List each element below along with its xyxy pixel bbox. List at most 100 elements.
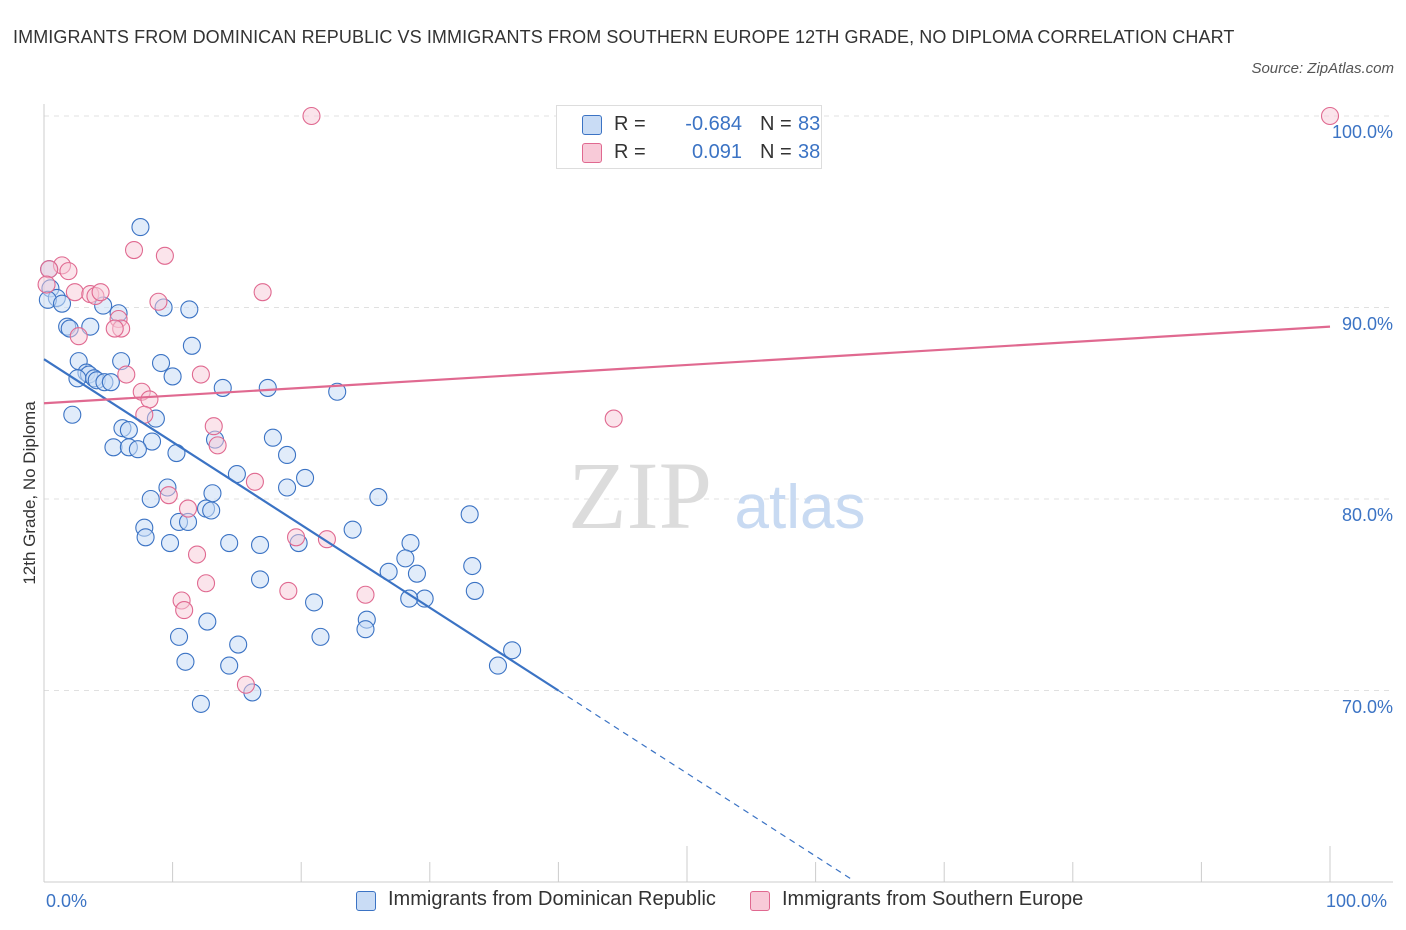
data-point-southern-europe (91, 283, 110, 302)
correlation-legend: R = -0.684 N = 83 R = 0.091 N = 38 (556, 105, 822, 169)
data-point-dominican (63, 405, 82, 424)
data-point-dominican (136, 528, 155, 547)
y-tick-label: 80.0% (1341, 505, 1393, 525)
data-point-dominican (142, 432, 162, 451)
data-point-dominican (278, 445, 297, 465)
data-point-dominican (460, 505, 479, 524)
data-point-dominican (503, 641, 522, 660)
data-point-dominican (343, 520, 362, 539)
data-point-dominican (169, 627, 189, 646)
axes (43, 104, 1393, 883)
data-point-dominican (203, 484, 222, 503)
trend-lines (43, 325, 1331, 882)
data-point-dominican (101, 373, 120, 392)
legend-r-value: 0.091 (691, 141, 742, 163)
data-point-southern-europe (208, 436, 227, 455)
y-tick-label: 70.0% (1341, 696, 1393, 717)
data-point-dominican (182, 336, 201, 355)
legend-r-value: -0.684 (685, 113, 742, 135)
data-point-dominican (488, 656, 508, 675)
data-point-dominican (305, 593, 324, 612)
data-point-dominican (407, 564, 426, 583)
chart-source: Source: ZipAtlas.com (1251, 60, 1394, 77)
data-point-dominican (128, 440, 147, 459)
bottom-legend-label: Immigrants from Dominican Republic (388, 888, 716, 910)
data-point-dominican (104, 438, 123, 457)
series-dominican-points (38, 218, 522, 713)
data-point-dominican (81, 317, 100, 336)
data-point-southern-europe (604, 409, 623, 428)
data-point-dominican (141, 489, 160, 509)
trend-line-dominican (43, 358, 559, 692)
data-point-dominican (328, 382, 347, 401)
data-point-dominican (119, 421, 138, 440)
data-point-dominican (163, 367, 182, 386)
data-point-southern-europe (105, 319, 124, 338)
series-southern-europe-points (37, 106, 1340, 694)
chart-title: IMMIGRANTS FROM DOMINICAN REPUBLIC VS IM… (13, 27, 1235, 47)
legend-n-label: N = (760, 141, 792, 163)
bottom-legend-label: Immigrants from Southern Europe (782, 888, 1084, 910)
data-point-dominican (220, 533, 239, 553)
data-point-dominican (396, 549, 415, 568)
data-point-southern-europe (140, 390, 159, 409)
data-point-southern-europe (65, 283, 84, 302)
data-point-southern-europe (279, 581, 298, 600)
data-point-dominican (278, 478, 297, 497)
data-point-southern-europe (155, 246, 174, 265)
data-point-dominican (229, 635, 248, 654)
data-point-dominican (180, 300, 199, 319)
grid-lines (44, 115, 1393, 691)
data-point-dominican (202, 501, 221, 520)
data-point-southern-europe (253, 283, 272, 302)
watermark-atlas: atlas (735, 473, 866, 542)
y-axis-label: 12th Grade, No Diploma (20, 401, 39, 585)
data-point-dominican (463, 556, 482, 576)
bottom-legend-swatch-pink (750, 891, 770, 911)
data-point-dominican (356, 620, 375, 639)
data-point-southern-europe (69, 327, 88, 346)
data-point-dominican (160, 533, 180, 553)
x-tick-label-max: 100.0% (1326, 891, 1388, 911)
legend-swatch-pink (582, 143, 602, 163)
legend-n-value: 83 (798, 113, 821, 135)
data-point-dominican (176, 652, 195, 671)
data-point-dominican (191, 694, 210, 713)
data-point-southern-europe (236, 675, 255, 694)
data-point-dominican (198, 612, 217, 631)
data-point-southern-europe (117, 365, 136, 384)
data-point-southern-europe (40, 260, 59, 279)
data-point-dominican (311, 627, 330, 646)
data-point-dominican (250, 570, 270, 589)
data-point-dominican (151, 353, 171, 373)
data-point-southern-europe (178, 499, 198, 518)
data-point-southern-europe (356, 585, 375, 604)
data-point-dominican (369, 488, 388, 507)
data-point-dominican (400, 589, 419, 608)
legend-r-label: R = (614, 113, 646, 135)
data-point-southern-europe (204, 417, 223, 436)
data-point-dominican (401, 533, 420, 553)
legend-swatch-blue (582, 115, 602, 135)
data-point-southern-europe (37, 275, 56, 294)
y-tick-label: 90.0% (1341, 313, 1393, 334)
data-point-southern-europe (245, 472, 264, 491)
trend-line-dominican-extension (558, 689, 855, 882)
data-point-dominican (465, 581, 484, 600)
bottom-legend-swatch-blue (356, 891, 376, 911)
data-point-dominican (258, 378, 277, 397)
data-point-dominican (131, 218, 150, 237)
data-point-dominican (220, 656, 239, 675)
data-point-southern-europe (302, 106, 321, 126)
data-point-southern-europe (287, 528, 306, 547)
data-point-dominican (250, 535, 270, 555)
data-point-southern-europe (1320, 106, 1340, 126)
data-point-southern-europe (175, 601, 194, 620)
watermark-zip: ZIP (568, 442, 712, 549)
data-point-southern-europe (196, 574, 216, 593)
legend-r-label: R = (614, 141, 646, 163)
data-point-southern-europe (159, 486, 178, 505)
data-point-southern-europe (187, 545, 207, 564)
y-tick-label: 100.0% (1331, 122, 1393, 142)
